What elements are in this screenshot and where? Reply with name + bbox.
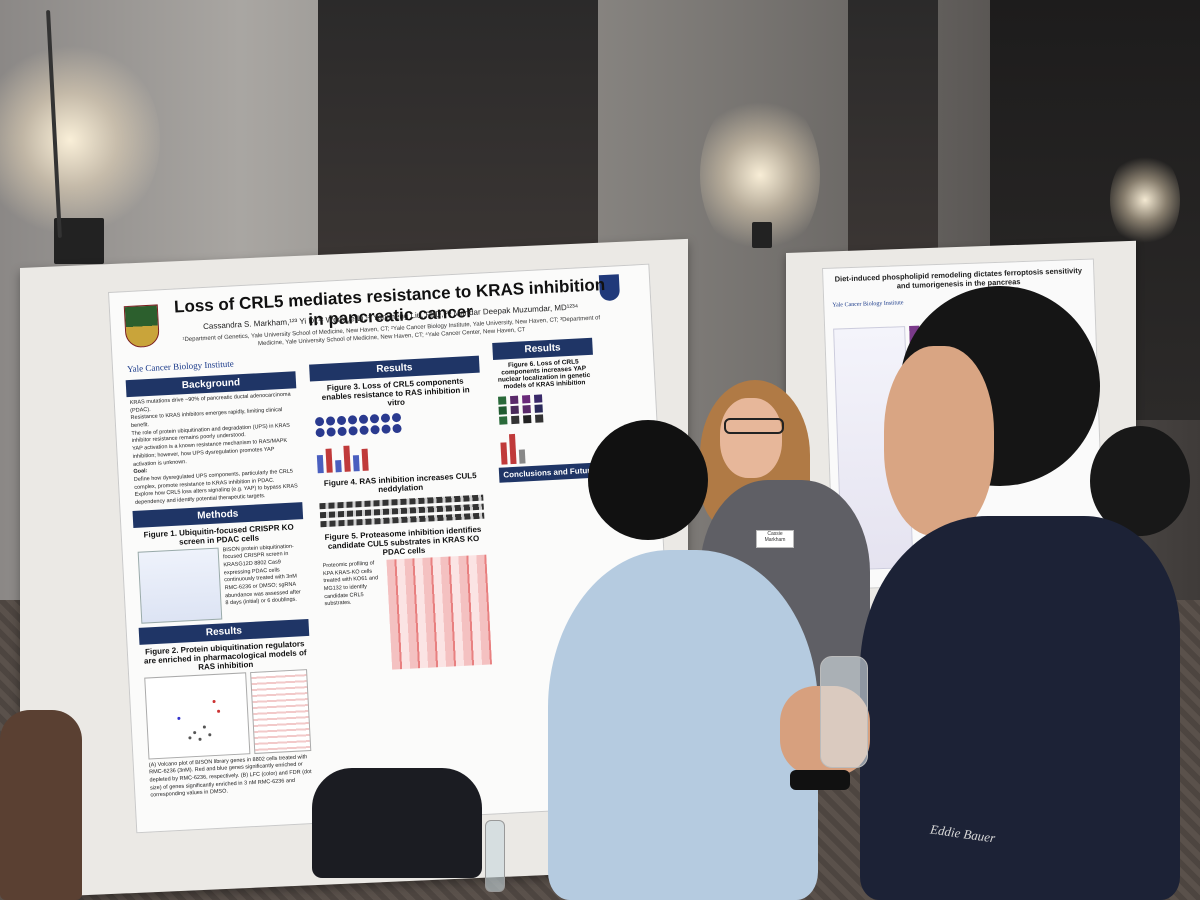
bar [361, 448, 369, 471]
microscopy-tile [498, 396, 507, 405]
left-column: Background KRAS mutations drive ~90% of … [125, 371, 318, 803]
dot-matrix-plot [250, 668, 312, 754]
microscopy-tile [521, 395, 531, 404]
colony-well [314, 416, 325, 427]
bar [352, 455, 360, 472]
visitor-left-sweatshirt [548, 550, 818, 900]
right-column: Results Figure 6. Loss of CRL5 component… [492, 337, 600, 483]
microscopy-tile [499, 416, 508, 425]
volcano-point [212, 699, 216, 703]
volcano-point [216, 709, 221, 713]
visitor-left-hair [588, 420, 708, 540]
microscopy-tile [523, 415, 532, 424]
presenter-face [720, 398, 782, 478]
window-right [848, 0, 938, 262]
ponytail [1090, 426, 1190, 536]
microscopy-tile [533, 394, 543, 403]
bar [500, 442, 508, 465]
volcano-point [202, 725, 206, 729]
figure-5-body: Proteomic profiling of KPA KRAS-KO cells… [319, 554, 495, 673]
colony-well [358, 414, 369, 425]
visitor-right-face [884, 346, 994, 536]
figure-2-plots [141, 668, 315, 760]
microscopy-tile [522, 405, 531, 414]
wall-light-glow [0, 40, 160, 240]
microscopy-tile [498, 406, 507, 415]
figure-1-body: BISON protein ubiquitination-focused CRI… [135, 543, 309, 624]
colony-well [347, 415, 358, 425]
middle-column: Results Figure 3. Loss of CRL5 component… [309, 355, 495, 673]
figure-6-title: Figure 6. Loss of CRL5 components increa… [497, 358, 591, 391]
bar [316, 454, 324, 474]
figure-1-text: BISON protein ubiquitination-focused CRI… [222, 543, 301, 607]
microscopy-tile [510, 405, 519, 415]
backpack [312, 768, 482, 878]
figure-6-bars [497, 423, 599, 468]
colony-well [315, 427, 325, 438]
volcano-plot [144, 671, 251, 760]
institute-logo-text: Yale Cancer Biology Institute [126, 358, 235, 375]
microscopy-tile [535, 414, 544, 423]
volcano-point [208, 732, 212, 736]
glasses-icon [724, 418, 784, 434]
wall-sconce-2 [752, 222, 772, 248]
colony-well [337, 426, 347, 437]
microscopy-tile [511, 415, 520, 425]
wall-light-glow-3 [1110, 150, 1180, 250]
bar [518, 449, 526, 464]
colony-well [348, 426, 358, 436]
colony-well [325, 416, 336, 426]
volcano-point [188, 735, 192, 740]
screen-schematic [137, 547, 223, 624]
background-text: KRAS mutations drive ~90% of pancreatic … [127, 388, 303, 510]
figure-2-caption: (A) Volcano plot of BISON library genes … [148, 753, 312, 799]
visitor-right-jacket [860, 516, 1180, 900]
bar [508, 433, 517, 465]
colony-well [392, 423, 402, 434]
colony-well [369, 413, 380, 424]
wall-sconce [54, 218, 104, 264]
figure-6-microscopy [495, 389, 597, 428]
name-badge: Cassie Markham [756, 530, 794, 548]
volcano-point [193, 730, 197, 734]
microscopy-tile [534, 404, 543, 413]
colony-well [359, 425, 369, 436]
colony-well [381, 424, 391, 434]
colony-well [380, 413, 391, 423]
bar [325, 448, 333, 473]
water-bottle [820, 656, 868, 768]
window-left [318, 0, 598, 272]
visitor-right: Eddie Bauer [780, 286, 1190, 900]
colony-well [326, 427, 336, 437]
proteomics-heatmap [386, 554, 493, 670]
colony-well [370, 424, 380, 435]
volcano-point [198, 737, 202, 741]
microscopy-tile [509, 395, 519, 405]
bar [335, 460, 342, 473]
watch-icon [790, 770, 850, 790]
colony-well [391, 412, 402, 423]
yale-crest-logo [123, 304, 160, 349]
colony-well [336, 415, 347, 426]
presenter: Cassie Markham [700, 380, 870, 710]
volcano-point [177, 716, 181, 720]
visitor-left [548, 420, 818, 900]
figure-5-text: Proteomic profiling of KPA KRAS-KO cells… [322, 560, 379, 608]
bottle-floor [485, 820, 505, 892]
bar [343, 445, 351, 472]
chair [0, 710, 82, 900]
